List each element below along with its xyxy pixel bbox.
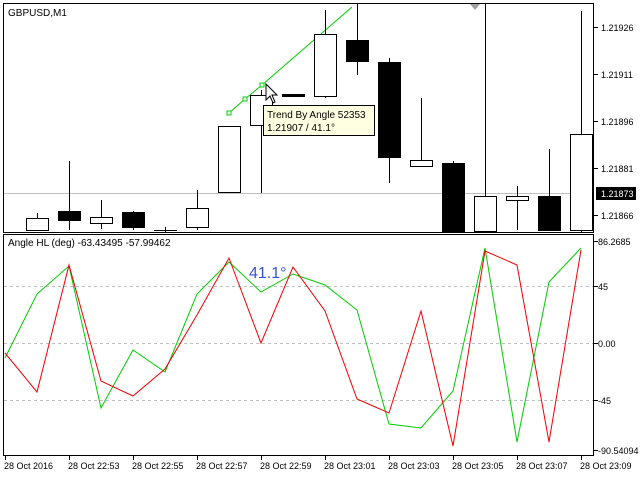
trend-line[interactable] xyxy=(228,6,353,114)
time-label: 28 Oct 22:59 xyxy=(260,461,312,471)
indicator-label: Angle HL (deg) -63.43495 -57.99462 xyxy=(8,238,171,249)
symbol-label: GBPUSD,M1 xyxy=(8,8,67,19)
candle-bear xyxy=(346,40,369,62)
time-label: 28 Oct 23:05 xyxy=(452,461,504,471)
time-label: 28 Oct 22:53 xyxy=(68,461,120,471)
candle-bull xyxy=(90,217,113,224)
price-label: 1.21911 xyxy=(601,70,633,80)
indicator-scale-label: -90.54094 xyxy=(598,446,639,456)
time-label: 28 Oct 23:03 xyxy=(388,461,440,471)
candle-bull xyxy=(474,196,497,232)
time-label: 28 Oct 22:57 xyxy=(196,461,248,471)
candle-bull xyxy=(570,134,593,231)
main-chart-content: GBPUSD,M1 Trend By Angle 52353 1.21907 /… xyxy=(4,4,593,232)
time-label: 28 Oct 23:09 xyxy=(580,461,632,471)
trend-marker[interactable] xyxy=(226,110,232,116)
current-price-badge xyxy=(596,187,636,200)
price-label: 1.21881 xyxy=(601,164,634,174)
candle-bull xyxy=(314,34,337,97)
candle-bull xyxy=(26,218,49,231)
indicator-scale-label: -45 xyxy=(598,396,611,406)
price-label: 1.21926 xyxy=(601,23,634,33)
chart-shift-marker-icon[interactable] xyxy=(470,4,480,10)
tooltip-line-1: Trend By Angle 52353 xyxy=(267,110,366,121)
angle-annotation: 41.1° xyxy=(249,265,287,282)
trend-marker[interactable] xyxy=(242,96,248,102)
candle-bear xyxy=(442,163,465,232)
tooltip-line-2: 1.21907 / 41.1° xyxy=(267,123,335,134)
candle-bear xyxy=(58,211,81,221)
time-axis[interactable]: 28 Oct 2016 28 Oct 22:53 28 Oct 22:55 28… xyxy=(4,456,632,471)
trend-tooltip: Trend By Angle 52353 1.21907 / 41.1° xyxy=(263,105,375,136)
indicator-scale-label: 0.00 xyxy=(598,339,616,349)
candle-bull xyxy=(218,126,241,193)
current-price-label: 1.21873 xyxy=(601,189,634,199)
time-label: 28 Oct 22:55 xyxy=(132,461,184,471)
candle-bull xyxy=(186,208,209,228)
time-label: 28 Oct 23:01 xyxy=(324,461,376,471)
time-label: 28 Oct 23:07 xyxy=(516,461,568,471)
trend-marker[interactable] xyxy=(259,82,265,88)
candle-bear xyxy=(538,196,561,231)
indicator-content: Angle HL (deg) -63.43495 -57.99462 41.1° xyxy=(4,238,593,447)
indicator-axis[interactable]: 86.2685 45 0.00 -45 -90.54094 xyxy=(594,237,639,456)
price-label: 1.21866 xyxy=(601,211,634,221)
angle-low-line xyxy=(4,249,582,447)
indicator-scale-label: 86.2685 xyxy=(598,237,631,247)
angle-high-line xyxy=(4,247,582,443)
indicator-area[interactable] xyxy=(3,234,594,456)
candle-bear xyxy=(122,212,145,228)
time-label: 28 Oct 2016 xyxy=(4,461,53,471)
price-label: 1.21896 xyxy=(601,117,634,127)
candle-bull xyxy=(506,196,529,201)
indicator-scale-label: 45 xyxy=(598,282,608,292)
candles xyxy=(26,4,593,232)
candle-bear xyxy=(378,62,401,158)
price-axis[interactable]: 1.21926 1.21911 1.21896 1.21881 1.21873 … xyxy=(594,23,636,221)
candle-bull xyxy=(410,160,433,167)
mouse-cursor-icon xyxy=(265,82,279,104)
